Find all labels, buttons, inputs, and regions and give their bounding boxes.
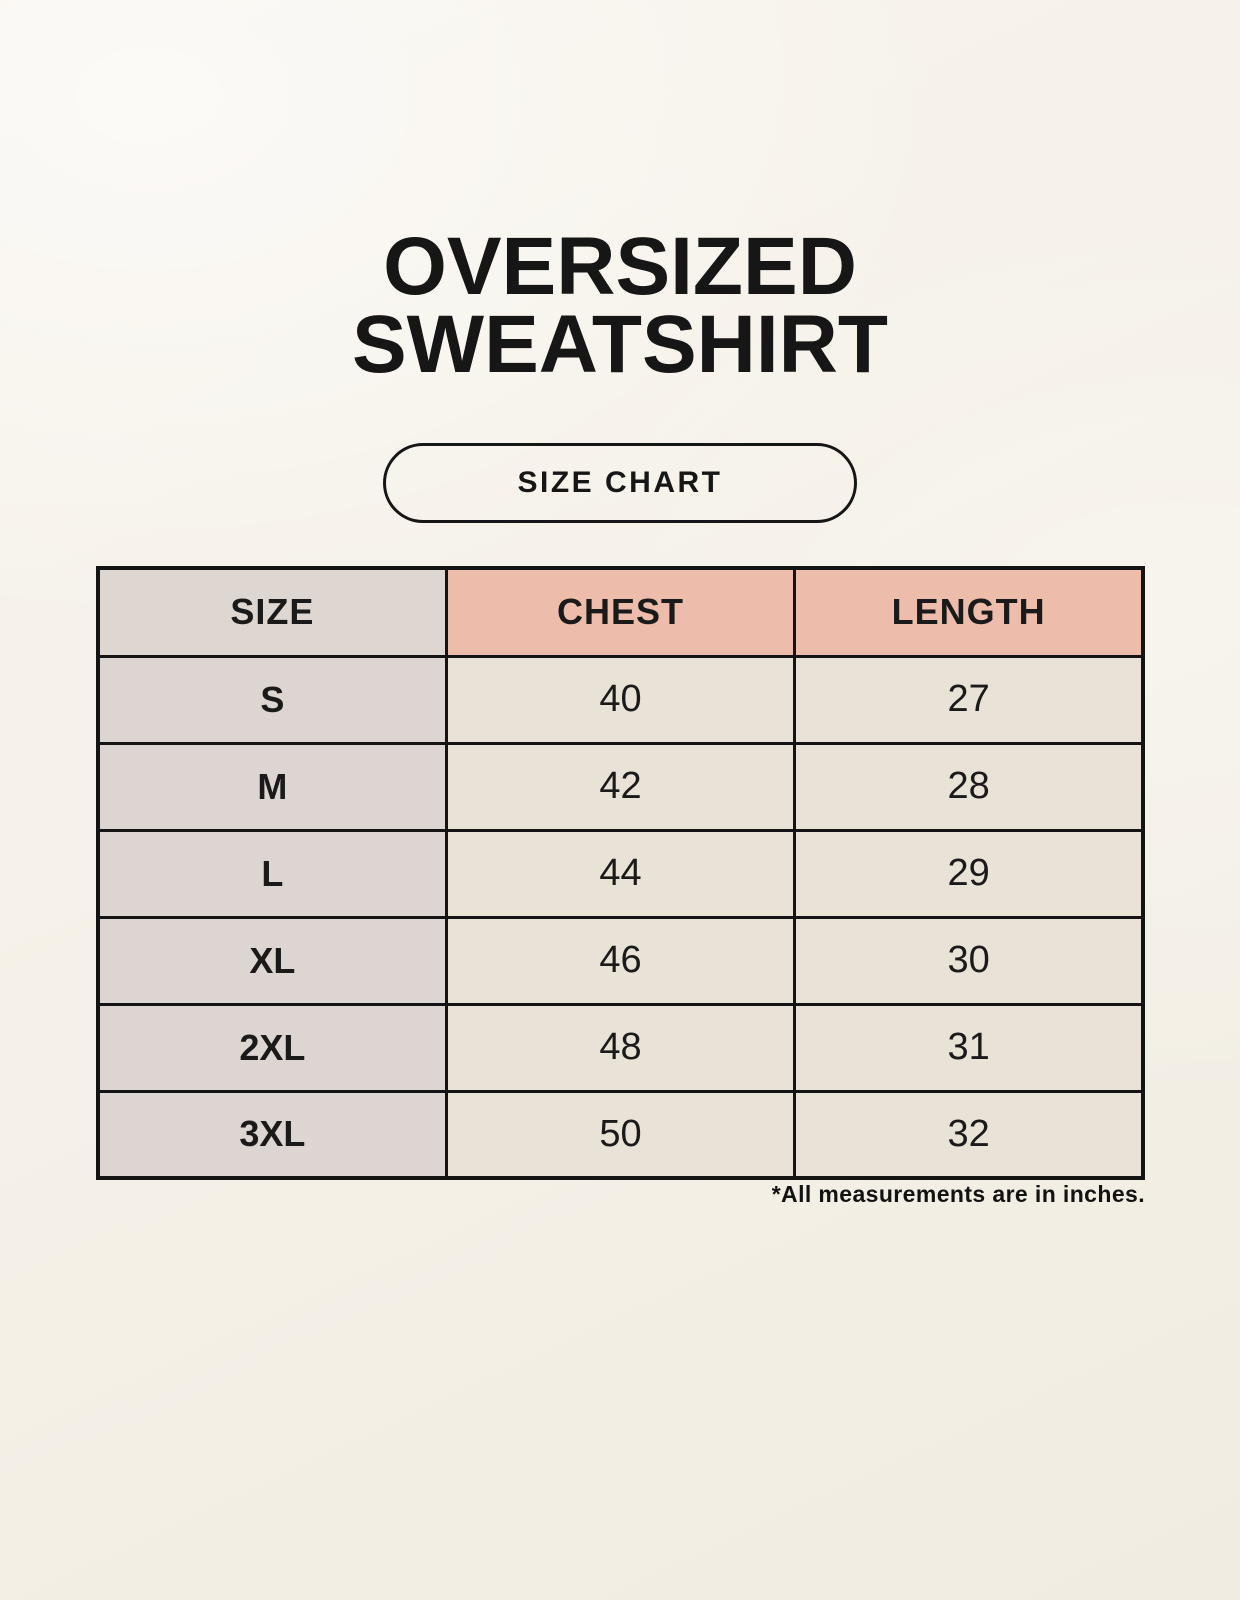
chest-cell: 44 — [444, 828, 797, 919]
size-cell: S — [96, 654, 448, 745]
table-row: 2XL 48 31 — [96, 1002, 1145, 1093]
chest-cell: 48 — [444, 1002, 797, 1093]
size-table: SIZE CHEST LENGTH S 40 27 M 42 28 L 44 29 XL 46 30 2XL… — [96, 566, 1145, 1180]
length-cell: 27 — [793, 654, 1145, 745]
chest-cell: 50 — [444, 1089, 797, 1180]
table-row: S 40 27 — [96, 654, 1145, 745]
chest-cell: 42 — [444, 741, 797, 832]
column-header-chest: CHEST — [444, 566, 797, 658]
table-row: M 42 28 — [96, 741, 1145, 832]
page-title: OVERSIZED SWEATSHIRT — [0, 221, 1240, 390]
length-cell: 31 — [793, 1002, 1145, 1093]
size-chart-badge-label: SIZE CHART — [517, 466, 723, 499]
size-cell: M — [96, 741, 448, 832]
size-chart-badge: SIZE CHART — [383, 443, 857, 523]
length-cell: 32 — [793, 1089, 1145, 1180]
length-cell: 30 — [793, 915, 1145, 1006]
size-cell: L — [96, 828, 448, 919]
chest-cell: 46 — [444, 915, 797, 1006]
size-cell: 2XL — [96, 1002, 448, 1093]
length-cell: 29 — [793, 828, 1145, 919]
table-row: XL 46 30 — [96, 915, 1145, 1006]
table-row: L 44 29 — [96, 828, 1145, 919]
size-cell: XL — [96, 915, 448, 1006]
size-cell: 3XL — [96, 1089, 448, 1180]
page-title-line-1: OVERSIZED — [383, 221, 857, 312]
page-title-line-2: SWEATSHIRT — [351, 298, 888, 390]
column-header-length: LENGTH — [793, 566, 1145, 658]
column-header-size: SIZE — [96, 566, 448, 658]
size-table-body: S 40 27 M 42 28 L 44 29 XL 46 30 2XL 48 31 3XL 50 32 — [96, 654, 1145, 1180]
chest-cell: 40 — [444, 654, 797, 745]
size-table-head: SIZE CHEST LENGTH — [96, 566, 1145, 658]
table-row: 3XL 50 32 — [96, 1089, 1145, 1180]
measurements-footnote: *All measurements are in inches. — [771, 1181, 1145, 1207]
length-cell: 28 — [793, 741, 1145, 832]
size-table-header-row: SIZE CHEST LENGTH — [96, 566, 1145, 658]
